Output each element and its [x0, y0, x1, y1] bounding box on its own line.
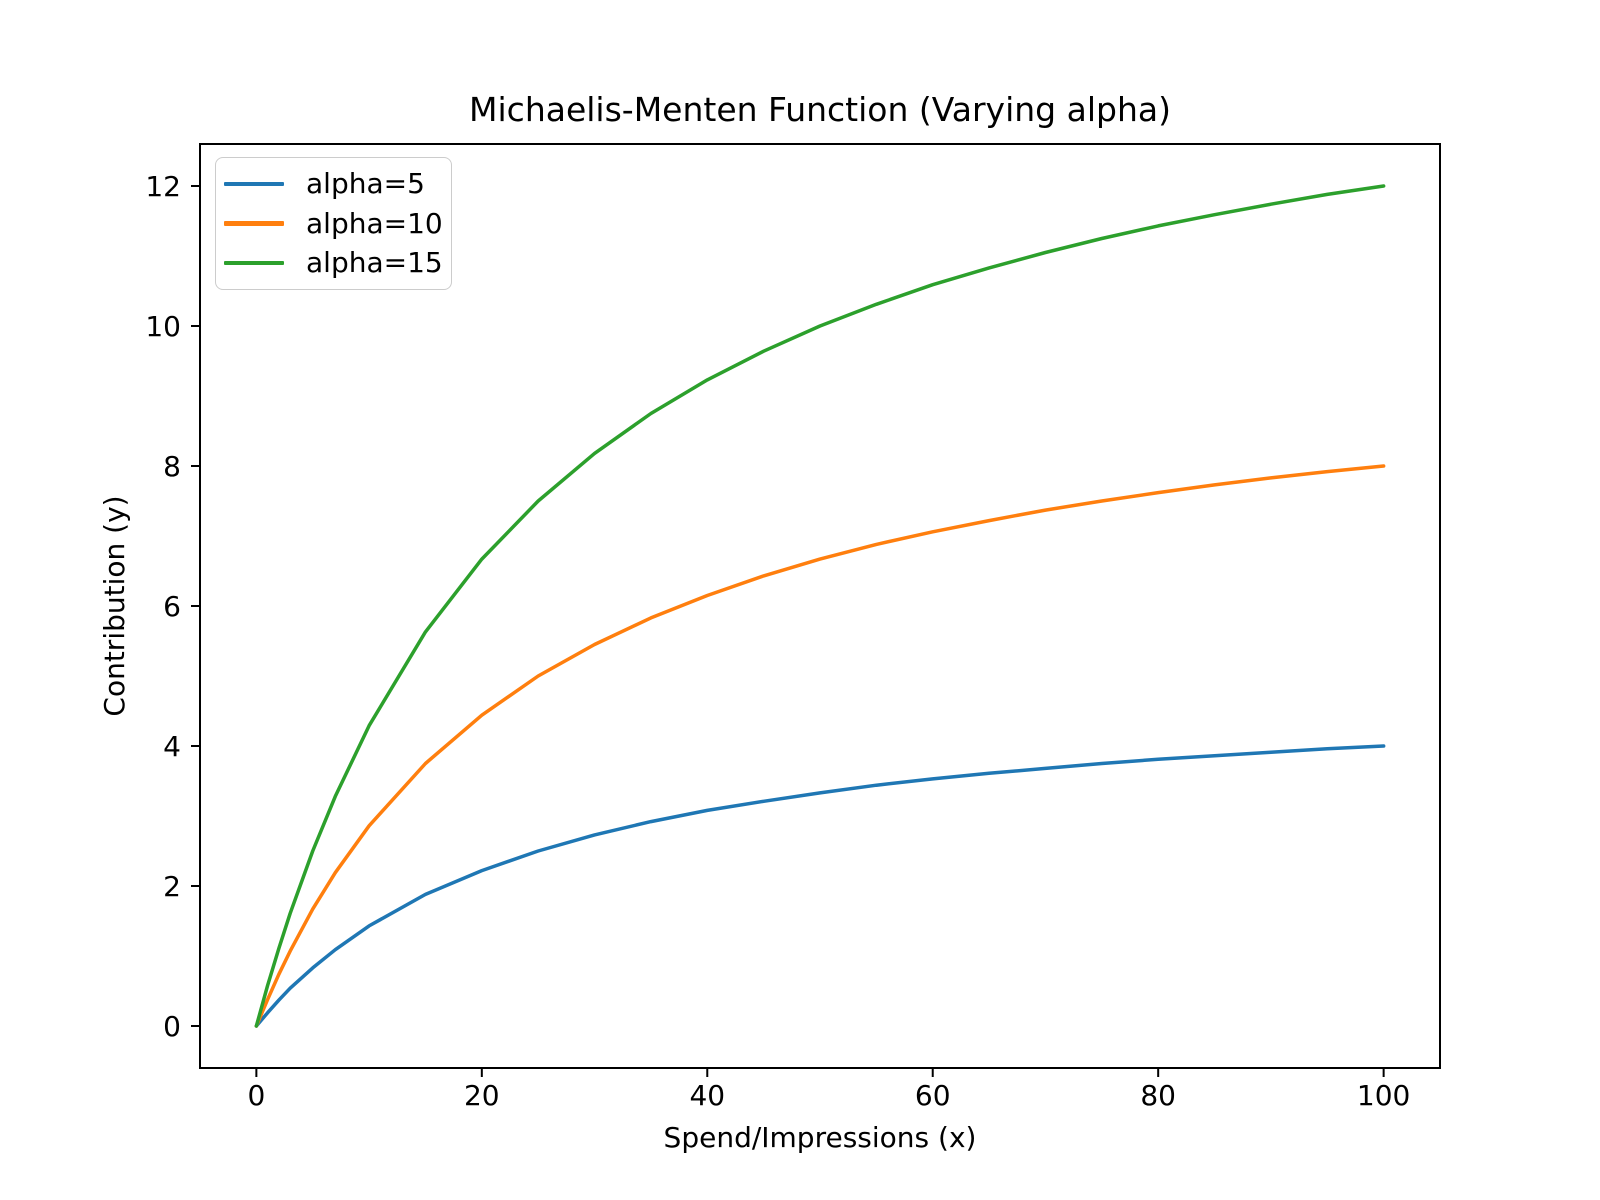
y-tick-label: 12 — [145, 170, 181, 203]
x-tick-label: 60 — [915, 1079, 951, 1112]
x-tick-label: 20 — [464, 1079, 500, 1112]
y-axis-label: Contribution (y) — [98, 495, 131, 716]
series-line-alpha=5 — [254, 744, 1386, 1028]
series-line-alpha=10 — [254, 464, 1386, 1028]
x-tick-label: 40 — [689, 1079, 725, 1112]
legend-label: alpha=10 — [306, 206, 443, 240]
x-tick-label: 0 — [247, 1079, 265, 1112]
legend-item-alpha-10: alpha=10 — [224, 204, 443, 244]
legend-label: alpha=5 — [306, 166, 425, 200]
y-tick-label: 10 — [145, 310, 181, 343]
chart-title: Michaelis-Menten Function (Varying alpha… — [469, 90, 1171, 129]
y-tick-label: 6 — [163, 590, 181, 623]
y-tick-label: 4 — [163, 730, 181, 763]
x-tick-label: 80 — [1140, 1079, 1176, 1112]
y-tick-label: 2 — [163, 870, 181, 903]
y-tick-label: 8 — [163, 450, 181, 483]
legend-line-sample-icon — [224, 260, 284, 266]
x-tick-label: 100 — [1357, 1079, 1410, 1112]
legend-item-alpha-15: alpha=15 — [224, 243, 443, 283]
legend-line-sample-icon — [224, 181, 284, 187]
axes-spines — [199, 143, 1441, 1069]
legend-line-sample-icon — [224, 221, 284, 226]
series-line-alpha=15 — [254, 184, 1386, 1028]
legend-item-alpha-5: alpha=5 — [224, 164, 441, 204]
y-tick-label: 0 — [163, 1010, 181, 1043]
legend: alpha=5 alpha=10 alpha=15 — [215, 157, 452, 290]
legend-label: alpha=15 — [306, 246, 443, 280]
x-axis-label: Spend/Impressions (x) — [664, 1121, 977, 1154]
